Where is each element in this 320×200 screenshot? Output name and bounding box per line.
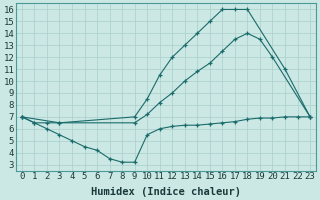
X-axis label: Humidex (Indice chaleur): Humidex (Indice chaleur)	[91, 186, 241, 197]
